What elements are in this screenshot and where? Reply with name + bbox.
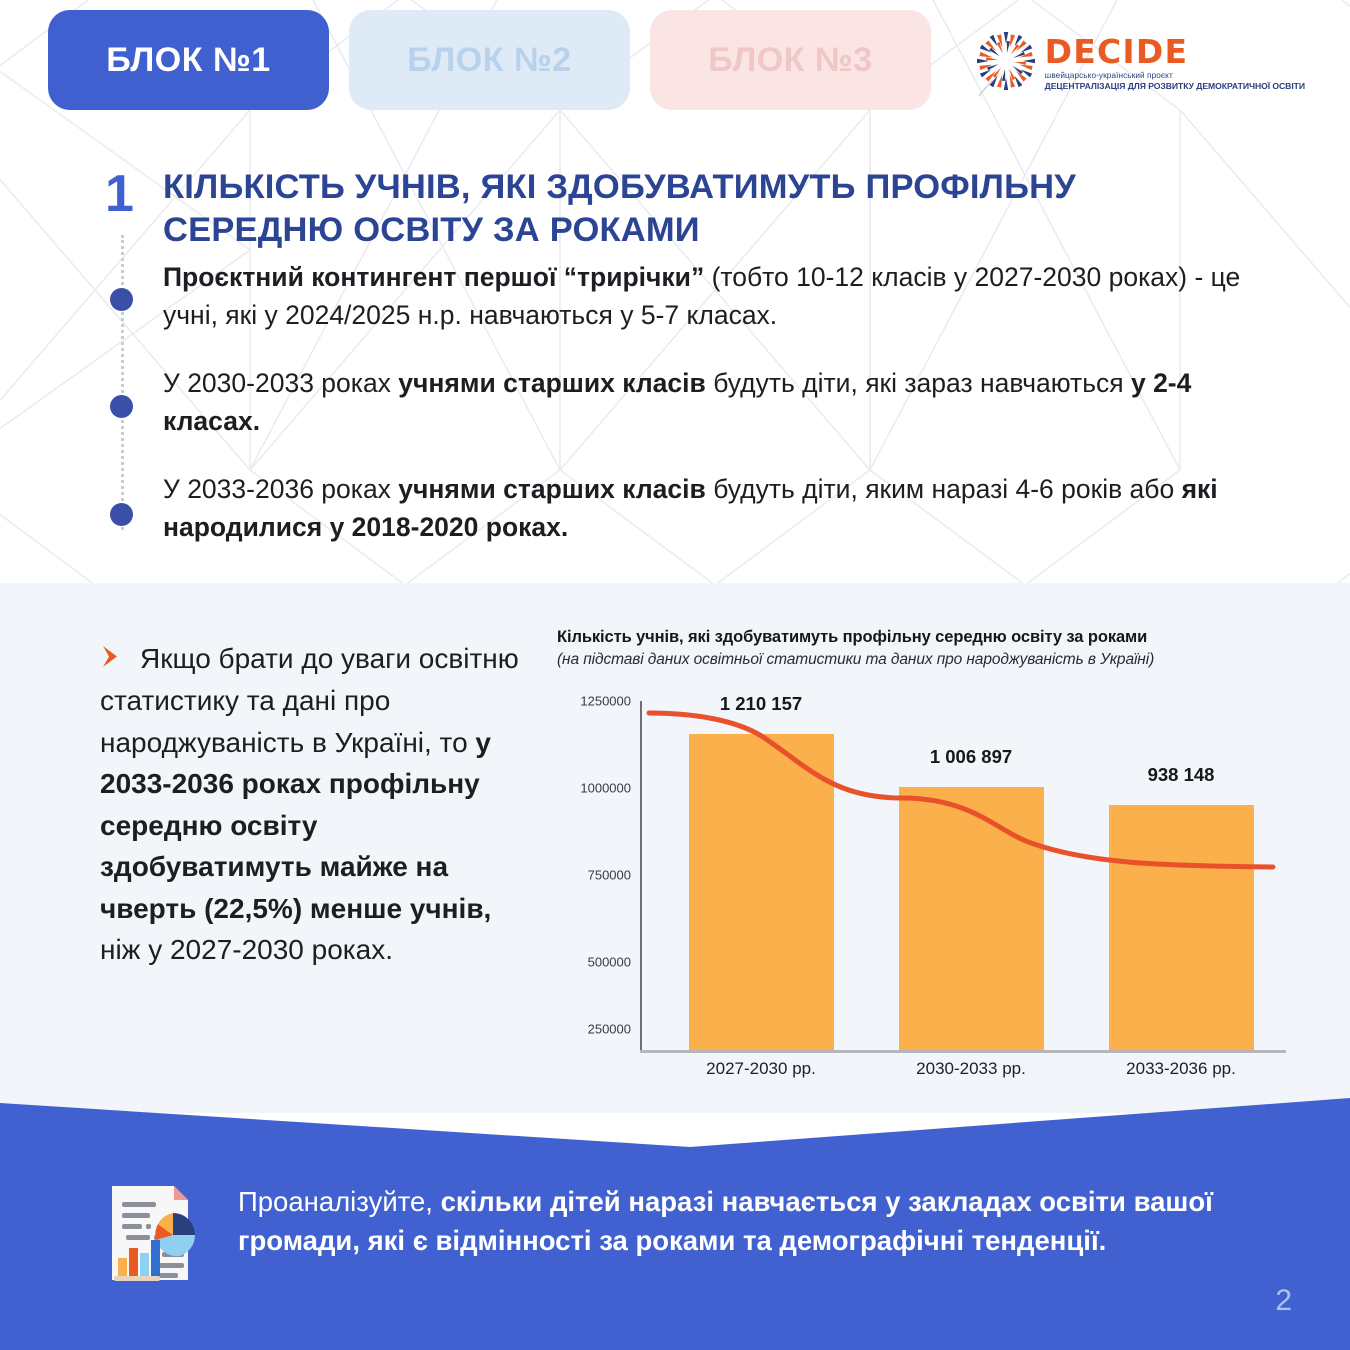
bullet-item-1: Проєктний контингент першої “трирічки” (… [163,262,1241,331]
y-tick: 750000 [587,867,631,883]
x-axis-line [640,1050,1286,1053]
y-axis-line [640,701,642,1052]
timeline-rail [121,235,124,530]
block-tabs: БЛОК №1 БЛОК №2 БЛОК №3 [48,10,931,110]
section-number: 1 [105,165,134,223]
timeline-dot-2 [110,395,133,418]
bar-value-2030-2033: 1 006 897 [929,746,1013,767]
y-tick: 250000 [587,1021,631,1037]
x-tick-2027-2030: 2027-2030 рр. [706,1059,816,1078]
bar-value-2033-2036: 938 148 [1147,764,1215,785]
decide-logo: DECIDE швейцарсько-український проєкт ДЕ… [975,28,1305,98]
tab-block-1[interactable]: БЛОК №1 [48,10,329,110]
tab-block-1-label: БЛОК №1 [106,40,271,79]
bar-2027-2030 [689,734,834,1050]
chart-subtitle: (на підставі даних освітньої статистики … [557,651,1155,668]
bar-value-2027-2030: 1 210 157 [719,693,803,714]
timeline-dot-3 [110,503,133,526]
tab-block-2-label: БЛОК №2 [407,40,572,79]
report-chart-icon [112,1186,196,1281]
decide-starburst-icon [976,32,1035,97]
bullet-item-2: У 2030-2033 роках учнями старших класів … [163,367,1192,437]
logo-tagline: швейцарсько-український проєкт [1044,70,1173,80]
section-middle: Якщо брати до уваги освітню статистику т… [0,583,1350,1113]
bar-2030-2033 [899,787,1044,1050]
footer-banner: Проаналізуйте, скільки дітей наразі навч… [0,1095,1350,1350]
bullet-list: Проєктний контингент першої “трирічки” (… [163,258,1293,576]
x-tick-2030-2033: 2030-2033 рр. [916,1059,1026,1078]
chart-plot-area: 1250000 1000000 750000 500000 250000 1 2… [557,691,1290,1078]
bullet-item-3: У 2033-2036 роках учнями старших класів … [163,473,1218,543]
x-tick-2033-2036: 2033-2036 рр. [1126,1059,1236,1078]
chevron-right-icon [100,639,128,680]
logo-subtitle: ДЕЦЕНТРАЛІЗАЦІЯ ДЛЯ РОЗВИТКУ ДЕМОКРАТИЧН… [1044,80,1305,91]
tab-block-2[interactable]: БЛОК №2 [349,10,630,110]
timeline-dot-1 [110,288,133,311]
logo-name: DECIDE [1044,31,1189,71]
callout-text: Якщо брати до уваги освітню статистику т… [100,638,520,971]
bar-2033-2036 [1109,805,1254,1050]
y-tick: 500000 [587,954,631,970]
footer-shape [0,1098,1350,1350]
tab-block-3[interactable]: БЛОК №3 [650,10,931,110]
page-title: КІЛЬКІСТЬ УЧНІВ, ЯКІ ЗДОБУВАТИМУТЬ ПРОФІ… [163,168,1076,250]
tab-block-3-label: БЛОК №3 [708,40,873,79]
callout-text-body: Якщо брати до уваги освітню статистику т… [100,643,519,966]
y-tick: 1000000 [580,780,631,796]
footer-call-to-action: Проаналізуйте, скільки дітей наразі навч… [238,1186,1213,1257]
chart-title: Кількість учнів, які здобуватимуть профі… [557,628,1148,646]
chart-container: Кількість учнів, які здобуватимуть профі… [557,628,1297,1078]
y-tick: 1250000 [580,693,631,709]
page-number: 2 [1275,1284,1292,1317]
